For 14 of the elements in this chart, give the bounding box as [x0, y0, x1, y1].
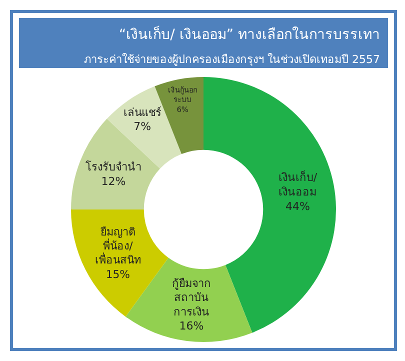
data-label: 7% — [134, 120, 152, 134]
slice-label: เงินเก็บ/ เงินออม — [278, 170, 318, 198]
data-label: 12% — [101, 175, 126, 188]
data-label: 16% — [179, 320, 204, 333]
chart-title: “เงินเก็บ/ เงินออม” ทางเลือกในการบรรเทา — [118, 24, 381, 45]
donut-slice — [71, 118, 160, 210]
chart-subtitle: ภาระค่าใช้จ่ายของผู้ปกครองเมืองกรุงฯ ในช่วงเปิดเทอมปี 2557 — [83, 52, 381, 68]
slice-label: กู้ยืมจาก สถาบัน การเงิน — [172, 276, 211, 318]
data-label: 44% — [285, 200, 310, 213]
data-label: 15% — [106, 268, 130, 281]
slice-label: ยืมญาติ พี่น้อง/ เพื่อนสนิท — [94, 225, 141, 267]
donut-slice — [71, 210, 168, 317]
slice-label: โรงรับจำนำ — [85, 160, 142, 174]
slice-label: เล่นแชร์ — [123, 106, 162, 119]
